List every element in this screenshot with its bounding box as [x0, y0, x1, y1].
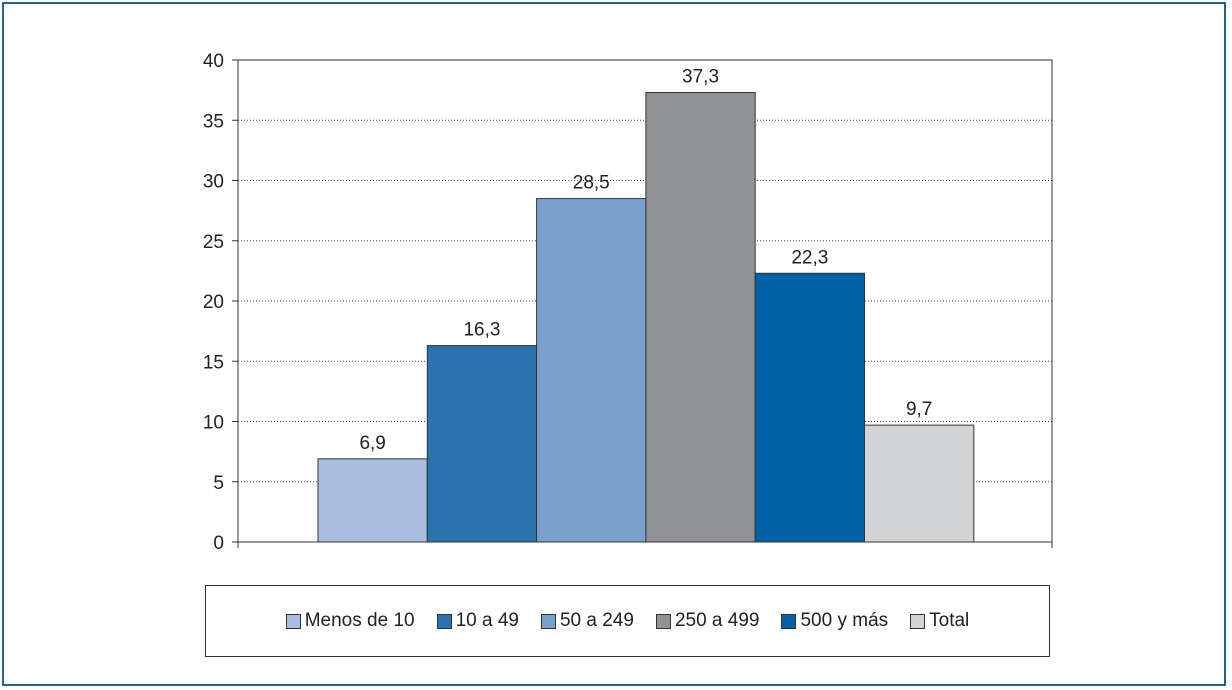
y-tick-label: 40 [203, 51, 224, 72]
y-tick-label: 0 [213, 533, 224, 554]
bar-2 [536, 198, 647, 543]
bar-1 [426, 345, 538, 543]
data-label-5: 9,7 [906, 399, 932, 420]
bar-4 [754, 272, 866, 543]
legend-label: Total [929, 610, 970, 631]
legend-label: 10 a 49 [455, 610, 519, 631]
y-tick-label: 35 [203, 111, 224, 132]
data-label-0: 6,9 [359, 433, 385, 454]
y-tick-label: 20 [203, 292, 224, 313]
legend-item-2: 50 a 249 [540, 610, 634, 632]
y-tick-label: 5 [213, 473, 224, 494]
legend-item-5: Total [910, 610, 969, 632]
data-label-3: 37,3 [682, 67, 719, 88]
bar-0 [317, 458, 428, 543]
legend-item-3: 250 a 499 [655, 610, 760, 632]
bars [317, 92, 975, 543]
y-tick-label: 10 [203, 413, 224, 434]
legend-label: 500 y más [800, 610, 889, 631]
data-label-2: 28,5 [573, 173, 610, 194]
data-label-4: 22,3 [791, 247, 828, 268]
legend-swatch [285, 613, 301, 629]
legend-swatch [655, 613, 671, 629]
bar-5 [864, 424, 975, 543]
legend-item-1: 10 a 49 [436, 610, 519, 632]
legend: Menos de 10 10 a 49 50 a 249 250 a 499 500 y… [205, 585, 1050, 657]
legend-item-0: Menos de 10 [285, 610, 415, 632]
legend-swatch [540, 613, 556, 629]
legend-item-4: 500 y más [781, 610, 888, 632]
y-tick-label: 25 [203, 232, 224, 253]
legend-label: 250 a 499 [674, 610, 760, 631]
legend-swatch [436, 613, 452, 629]
legend-label: 50 a 249 [559, 610, 634, 631]
legend-swatch [910, 613, 926, 629]
y-tick-label: 30 [203, 172, 224, 193]
y-tick-label: 15 [203, 352, 224, 373]
legend-label: Menos de 10 [304, 610, 415, 631]
bar-3 [645, 92, 756, 543]
data-label-1: 16,3 [463, 320, 500, 341]
legend-swatch [781, 613, 797, 629]
data-labels: 6,9 16,3 28,5 37,3 22,3 9,7 [359, 67, 932, 454]
axes: 0 5 10 15 20 25 30 35 40 [203, 51, 1053, 554]
